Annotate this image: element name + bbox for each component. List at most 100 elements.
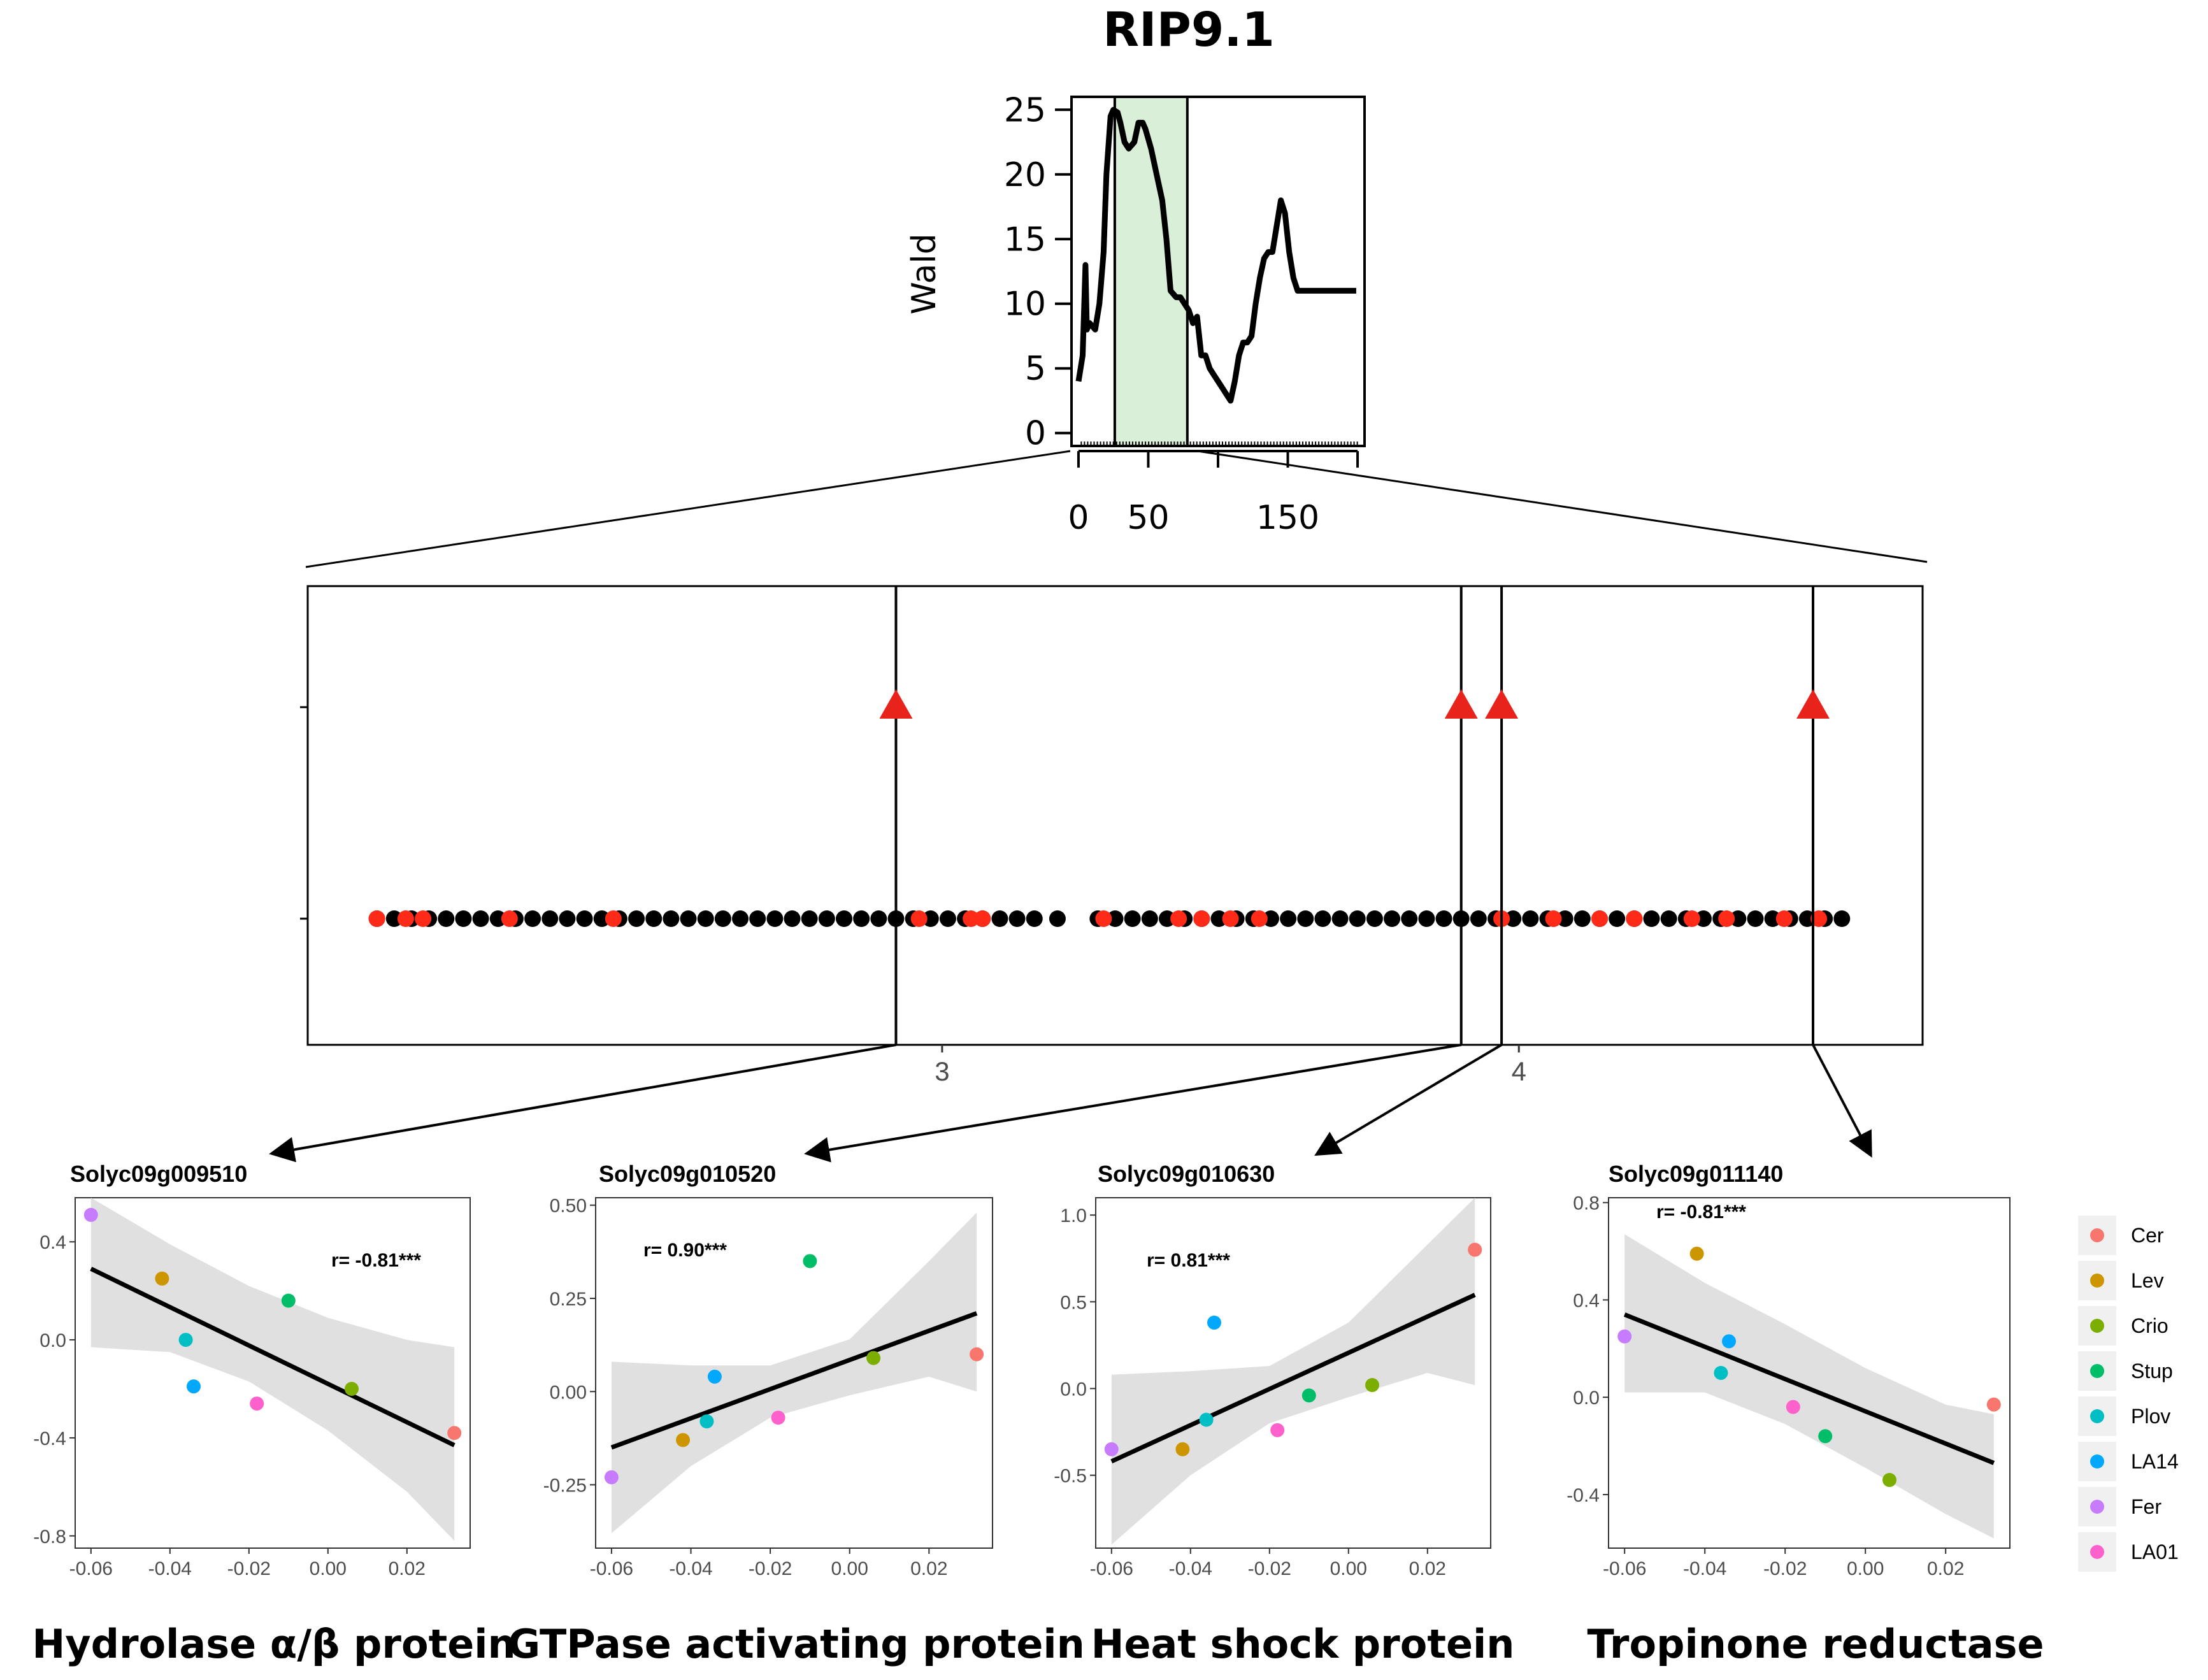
chart-title: RIP9.1 bbox=[1103, 3, 1275, 57]
x-tick-label: 3 bbox=[935, 1056, 949, 1086]
regression-line bbox=[1110, 1293, 1476, 1464]
y-tick-label: 1.0 bbox=[1060, 1205, 1087, 1226]
legend-label: Crio bbox=[2131, 1314, 2169, 1337]
data-point-cer bbox=[1986, 1397, 2001, 1412]
snp-marker-highlighted bbox=[368, 910, 385, 927]
snp-marker bbox=[1384, 910, 1401, 927]
data-point-cer bbox=[447, 1426, 462, 1440]
snp-marker bbox=[801, 910, 818, 927]
legend-key-cer bbox=[2090, 1228, 2104, 1242]
y-tick-label: 5 bbox=[1025, 350, 1046, 388]
y-tick-label: -0.25 bbox=[543, 1475, 587, 1497]
y-tick-label: -0.8 bbox=[33, 1526, 66, 1547]
legend-label: Lev bbox=[2131, 1269, 2164, 1292]
snp-marker bbox=[541, 910, 559, 927]
snp-marker-highlighted bbox=[1222, 910, 1239, 927]
snp-marker bbox=[1798, 910, 1816, 927]
snp-marker-highlighted bbox=[974, 910, 991, 927]
legend-label: Cer bbox=[2131, 1224, 2164, 1247]
confidence-band bbox=[90, 1198, 455, 1541]
confidence-band bbox=[1624, 1234, 1994, 1539]
candidate-gene-triangle bbox=[1444, 689, 1478, 719]
data-point-la14 bbox=[1207, 1316, 1221, 1330]
data-point-la01 bbox=[771, 1411, 785, 1425]
x-tick-label: 4 bbox=[1512, 1056, 1526, 1086]
y-tick-label: -0.4 bbox=[1566, 1485, 1600, 1506]
gene-arrow bbox=[804, 1044, 1462, 1163]
data-point-plov bbox=[178, 1333, 193, 1347]
x-tick-label: 50 bbox=[1127, 499, 1169, 537]
snp-marker bbox=[1609, 910, 1626, 927]
data-point-fer bbox=[1617, 1329, 1632, 1344]
data-point-la14 bbox=[707, 1369, 722, 1384]
snp-marker bbox=[835, 910, 852, 927]
gene-arrow bbox=[269, 1044, 896, 1163]
snp-marker bbox=[991, 910, 1008, 927]
wald-curve bbox=[1075, 106, 1356, 404]
qtl-profile-chart: RIP9.1 0 5 10 15 20 25 Wald 0 50 150 bbox=[905, 3, 1366, 537]
data-point-la01 bbox=[250, 1396, 264, 1411]
x-tick-label: 0.02 bbox=[910, 1558, 947, 1579]
protein-name: Tropinone reductase bbox=[1587, 1621, 2044, 1667]
correlation-label: r= 0.90*** bbox=[643, 1240, 727, 1261]
snp-marker-highlighted bbox=[1626, 910, 1643, 927]
data-point-stup bbox=[803, 1254, 817, 1268]
y-tick-label: -0.4 bbox=[33, 1428, 66, 1449]
snp-marker bbox=[1141, 910, 1158, 927]
snp-marker bbox=[1210, 910, 1228, 927]
snp-marker-highlighted bbox=[1775, 910, 1793, 927]
snp-marker bbox=[1522, 910, 1539, 927]
snp-marker bbox=[697, 910, 714, 927]
qtl-plot-frame bbox=[1070, 96, 1366, 447]
legend-label: Plov bbox=[2131, 1405, 2170, 1428]
snp-marker bbox=[663, 910, 680, 927]
snp-marker bbox=[1008, 910, 1026, 927]
regression-line bbox=[90, 1267, 455, 1447]
y-tick-label: 0.5 bbox=[1060, 1292, 1087, 1313]
y-tick-label: 0.8 bbox=[1573, 1193, 1600, 1214]
x-tick-label: -0.04 bbox=[1683, 1558, 1726, 1579]
y-tick-label: 0.0 bbox=[39, 1330, 66, 1351]
regression-line bbox=[1623, 1312, 1995, 1465]
snp-marker bbox=[1730, 910, 1747, 927]
data-point-crio bbox=[1365, 1378, 1379, 1393]
x-tick-label: 150 bbox=[1256, 499, 1319, 537]
legend: Cer Lev Crio Stup Plov LA14 Fer LA01 bbox=[2070, 1206, 2198, 1576]
snp-marker-highlighted bbox=[605, 910, 622, 927]
x-tick-label: -0.02 bbox=[1248, 1558, 1291, 1579]
data-point-plov bbox=[1714, 1366, 1728, 1380]
y-tick-label: 0.00 bbox=[550, 1382, 587, 1403]
legend-key-lev bbox=[2090, 1274, 2104, 1288]
snp-marker-highlighted bbox=[1683, 910, 1700, 927]
legend-key-crio bbox=[2090, 1319, 2104, 1333]
x-tick-label: -0.02 bbox=[1763, 1558, 1807, 1579]
snp-marker bbox=[1366, 910, 1383, 927]
snp-marker bbox=[1026, 910, 1043, 927]
data-point-fer bbox=[1104, 1442, 1119, 1456]
data-point-stup bbox=[1818, 1429, 1833, 1444]
snp-marker bbox=[1695, 910, 1712, 927]
snp-marker bbox=[1297, 910, 1314, 927]
legend-label: LA14 bbox=[2131, 1450, 2179, 1473]
y-tick-label: 0.4 bbox=[1573, 1290, 1600, 1311]
gene-id-title: Solyc09g010630 bbox=[1098, 1161, 1275, 1187]
x-tick-label: 0.00 bbox=[1330, 1558, 1367, 1579]
snp-marker bbox=[939, 910, 956, 927]
snp-marker bbox=[766, 910, 784, 927]
snp-marker bbox=[1643, 910, 1660, 927]
legend-key-la01 bbox=[2090, 1545, 2104, 1559]
legend-label: Fer bbox=[2131, 1495, 2161, 1518]
y-tick-label: 0.50 bbox=[550, 1196, 587, 1217]
snp-marker bbox=[1833, 910, 1851, 927]
candidate-gene-triangle bbox=[1485, 689, 1519, 719]
snp-marker bbox=[870, 910, 887, 927]
data-point-crio bbox=[866, 1351, 881, 1365]
snp-marker-highlighted bbox=[1810, 910, 1828, 927]
protein-name: Hydrolase α/β protein bbox=[32, 1621, 515, 1667]
snp-marker bbox=[922, 910, 939, 927]
legend-key-fer bbox=[2090, 1500, 2104, 1514]
snp-marker bbox=[680, 910, 697, 927]
snp-marker bbox=[455, 910, 472, 927]
data-point-la01 bbox=[1270, 1423, 1285, 1437]
